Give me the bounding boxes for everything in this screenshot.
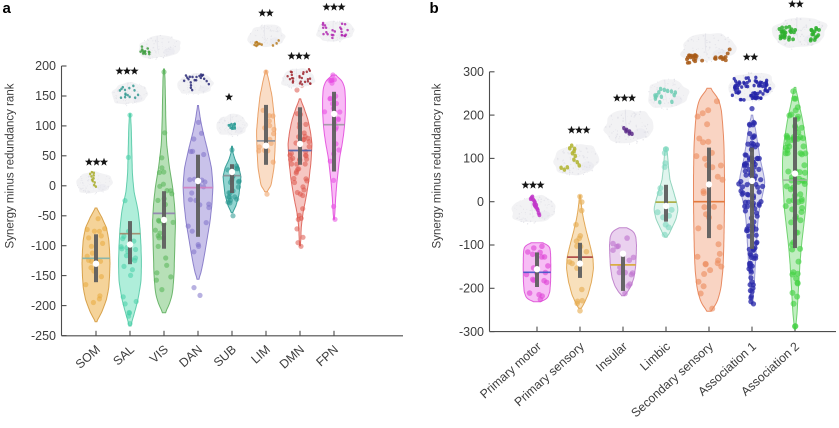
svg-text:-250: -250 [31,329,56,343]
svg-text:-100: -100 [459,238,484,252]
svg-text:100: 100 [35,119,56,133]
svg-text:-200: -200 [459,282,484,296]
svg-text:50: 50 [42,149,56,163]
svg-text:-200: -200 [31,299,56,313]
svg-text:a: a [3,0,12,17]
svg-text:200: 200 [35,59,56,73]
svg-text:200: 200 [463,108,484,122]
svg-text:-150: -150 [31,269,56,283]
svg-text:300: 300 [463,65,484,79]
svg-text:100: 100 [463,152,484,166]
svg-text:b: b [430,0,439,17]
svg-text:150: 150 [35,89,56,103]
svg-text:Synergy minus redundancy rank: Synergy minus redundancy rank [5,83,17,248]
svg-text:0: 0 [49,179,56,193]
svg-text:0: 0 [477,195,484,209]
svg-text:-50: -50 [38,209,56,223]
svg-text:-300: -300 [459,325,484,339]
svg-text:-100: -100 [31,239,56,253]
svg-text:Synergy minus redundancy rank: Synergy minus redundancy rank [432,83,444,248]
